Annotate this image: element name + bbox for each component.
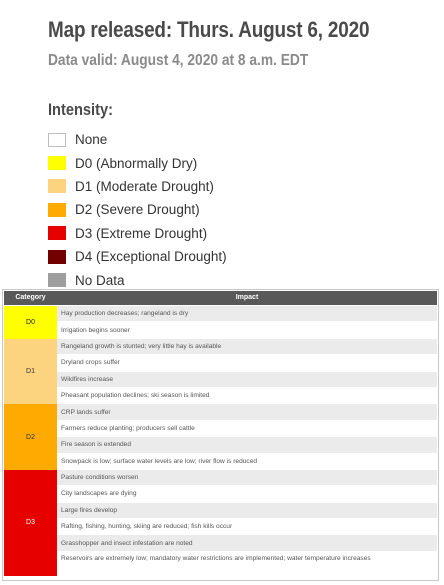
impact-cell: City landscapes are dying — [57, 486, 437, 503]
legend-item: None — [48, 128, 348, 151]
legend-swatch — [48, 202, 66, 217]
impact-cell: Rangeland growth is stunted; very little… — [57, 338, 437, 356]
category-group-d0: D0 Hay production decreases; rangeland is… — [4, 306, 437, 339]
legend-label: None — [75, 132, 107, 147]
legend-swatch — [48, 179, 66, 194]
impact-cell: Hay production decreases; rangeland is d… — [57, 306, 437, 323]
drought-impact-table: Category Impact D0 Hay production decreas… — [2, 289, 439, 581]
legend-label: D1 (Moderate Drought) — [75, 179, 214, 194]
impact-cell: CRP lands suffer — [57, 404, 437, 421]
category-group-d3: D3 Pasture conditions worsen City landscap… — [4, 469, 437, 576]
intensity-heading: Intensity: — [48, 100, 113, 119]
impact-cell: Fire season is extended — [57, 437, 437, 454]
impact-cell: Dryland crops suffer — [57, 355, 437, 372]
category-cell: D2 — [4, 404, 57, 470]
impact-cell: Snowpack is low; surface water levels ar… — [57, 453, 437, 470]
legend-description: None — [75, 132, 108, 148]
legend-label: D0 (Abnormally Dry) — [75, 156, 197, 171]
impact-cell: Pasture conditions worsen — [57, 469, 437, 487]
legend-description: (Moderate Drought) — [96, 178, 214, 194]
legend-swatch — [48, 226, 66, 241]
legend-item: D3 (Extreme Drought) — [48, 222, 348, 245]
legend-code: D2 — [75, 202, 93, 218]
map-released-title: Map released: Thurs. August 6, 2020 — [48, 17, 370, 42]
category-cell: D1 — [4, 338, 57, 405]
legend-item: D1 (Moderate Drought) — [48, 175, 348, 198]
legend-item: D0 (Abnormally Dry) — [48, 151, 348, 174]
legend-label: D3 (Extreme Drought) — [75, 226, 207, 241]
impact-cell: Grasshopper and insect infestation are n… — [57, 535, 437, 552]
category-group-d2: D2 CRP lands suffer Farmers reduce plantin… — [4, 404, 437, 470]
impact-cell: Rafting, fishing, hunting, skiing are re… — [57, 519, 437, 536]
legend-description: (Severe Drought) — [96, 202, 200, 218]
table-header-row: Category Impact — [4, 291, 437, 305]
legend-swatch — [48, 249, 66, 264]
legend-label: D4 (Exceptional Drought) — [75, 249, 227, 264]
map-header: Map released: Thurs. August 6, 2020 Data… — [48, 17, 438, 70]
impact-cell: Wildfires increase — [57, 371, 437, 388]
impact-column-header: Impact — [235, 294, 259, 301]
legend-code: D3 — [75, 225, 93, 241]
impact-cell: Farmers reduce planting; producers sell … — [57, 420, 437, 438]
category-cell: D0 — [4, 306, 57, 339]
legend-item: D4 (Exceptional Drought) — [48, 245, 348, 268]
legend-item: No Data — [48, 268, 348, 291]
legend-swatch — [48, 132, 66, 147]
table-body: D0 Hay production decreases; rangeland is… — [4, 306, 437, 576]
legend-item: D2 (Severe Drought) — [48, 198, 348, 221]
legend-swatch — [48, 273, 66, 288]
impact-cell: Reservoirs are extremely low; mandatory … — [57, 551, 437, 576]
legend-code: D1 — [75, 178, 93, 194]
legend-code: D0 — [75, 155, 93, 171]
category-cell: D3 — [4, 469, 57, 576]
impact-cell: Pheasant population declines; ski season… — [57, 387, 437, 405]
legend-swatch — [48, 156, 66, 171]
legend-description: (Abnormally Dry) — [96, 155, 198, 171]
legend-description: (Extreme Drought) — [96, 225, 208, 241]
data-valid-subtitle: Data valid: August 4, 2020 at 8 a.m. EDT — [48, 52, 309, 69]
legend-description: (Exceptional Drought) — [96, 249, 227, 265]
legend-description: No Data — [75, 272, 125, 288]
intensity-legend: None D0 (Abnormally Dry) D1 (Moderate Drou… — [48, 128, 348, 292]
category-column-header: Category — [15, 294, 46, 301]
category-group-d1: D1 Rangeland growth is stunted; very litt… — [4, 338, 437, 405]
legend-label: No Data — [75, 273, 125, 288]
legend-label: D2 (Severe Drought) — [75, 202, 200, 217]
impact-cell: Irrigation begins sooner — [57, 322, 437, 339]
impact-cell: Large fires develop — [57, 502, 437, 520]
legend-code: D4 — [75, 249, 93, 265]
